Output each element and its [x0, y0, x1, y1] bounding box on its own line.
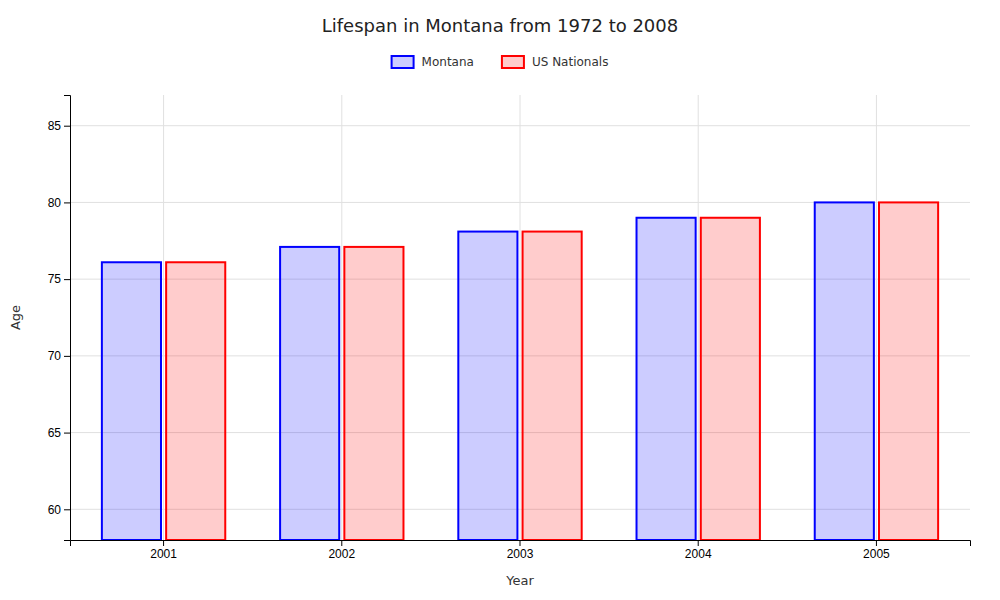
bar: [879, 202, 938, 540]
y-tick-mark: [64, 126, 70, 127]
x-tick-mark: [876, 540, 877, 546]
y-tick-label: 80: [48, 196, 62, 210]
legend-item: US Nationals: [502, 55, 608, 69]
y-axis-title: Age: [8, 305, 23, 330]
y-tick-mark: [64, 356, 70, 357]
grid-line-x: [163, 95, 164, 540]
y-tick-label: 75: [48, 272, 62, 286]
title: Lifespan in Montana from 1972 to 2008: [322, 15, 678, 36]
bar: [458, 232, 517, 540]
grid-line-x: [876, 95, 877, 540]
grid-line-x: [520, 95, 521, 540]
x-axis: 2001 2002 2003 2004 2005: [71, 540, 971, 561]
y-tick: 85: [48, 119, 70, 133]
x-tick-mark: [698, 540, 699, 546]
x-tick: 2001: [150, 540, 177, 561]
legend-label: Montana: [422, 55, 474, 69]
bars: [102, 202, 938, 540]
legend: Montana US Nationals: [392, 55, 609, 69]
x-tick-mark: [163, 540, 164, 546]
legend-item: Montana: [392, 55, 474, 69]
y-axis-line: [64, 96, 71, 541]
bar: [701, 218, 760, 540]
x-tick-label: 2005: [863, 547, 890, 561]
bar: [344, 247, 403, 540]
bar: [523, 232, 582, 540]
y-tick-label: 65: [48, 426, 62, 440]
x-axis-line: [71, 541, 971, 547]
y-tick-label: 60: [48, 503, 62, 517]
bar: [166, 262, 225, 540]
grid: [70, 95, 970, 540]
y-tick-mark: [64, 202, 70, 203]
y-tick: 65: [48, 426, 70, 440]
y-tick: 80: [48, 196, 70, 210]
plot: 60 65 70 75 80 85 2001 2002 2003 2004 2005: [48, 95, 971, 561]
y-tick-mark: [64, 279, 70, 280]
y-tick: 70: [48, 349, 70, 363]
bar: [637, 218, 696, 540]
y-tick-label: 70: [48, 349, 62, 363]
x-tick-label: 2002: [328, 547, 355, 561]
legend-swatch: [502, 56, 524, 68]
x-tick-mark: [341, 540, 342, 546]
x-tick: 2002: [328, 540, 355, 561]
bar-series: [102, 202, 874, 540]
x-axis-title: Year: [505, 573, 534, 588]
bar: [280, 247, 339, 540]
x-tick-mark: [520, 540, 521, 546]
bar-series: [166, 202, 938, 540]
y-tick-mark: [64, 433, 70, 434]
x-tick-label: 2003: [507, 547, 534, 561]
legend-swatch: [392, 56, 414, 68]
y-tick: 75: [48, 272, 70, 286]
bar: [815, 202, 874, 540]
x-tick: 2005: [863, 540, 890, 561]
legend-label: US Nationals: [532, 55, 608, 69]
y-tick-label: 85: [48, 119, 62, 133]
x-tick: 2004: [685, 540, 712, 561]
x-tick-label: 2001: [150, 547, 177, 561]
grid-line-x: [698, 95, 699, 540]
grid-line-x: [341, 95, 342, 540]
chart: 60 65 70 75 80 85 2001 2002 2003 2004 2005 Year Age L…: [0, 0, 1000, 600]
bar: [102, 262, 161, 540]
x-tick-label: 2004: [685, 547, 712, 561]
y-axis: 60 65 70 75 80 85: [48, 96, 71, 541]
x-tick: 2003: [507, 540, 534, 561]
y-tick-mark: [64, 509, 70, 510]
y-tick: 60: [48, 503, 70, 517]
